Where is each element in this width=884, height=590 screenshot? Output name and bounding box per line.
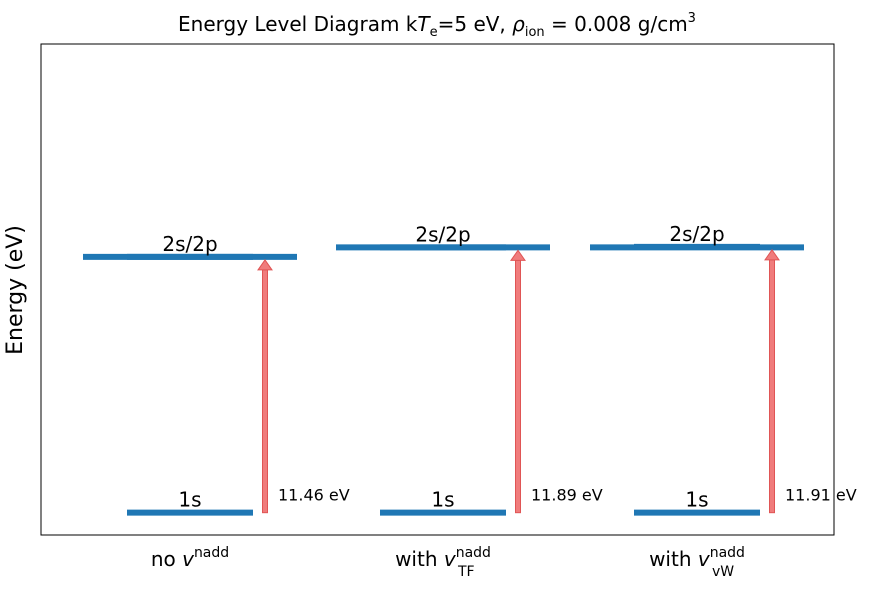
transition-arrow-shaft — [262, 269, 268, 514]
chart-marks: 1s 2s/2p 11.46 eV 1s 2s/2p 11.89 eV 1s 2s/2p 11.… — [83, 222, 857, 516]
chart-title: Energy Level Diagram kTe=5 eV, ρion = 0.… — [178, 11, 696, 40]
transition-energy-label: 11.46 eV — [278, 486, 350, 505]
level-label-2s2p: 2s/2p — [162, 232, 217, 256]
transition-energy-label: 11.91 eV — [785, 486, 857, 505]
x-tick-label-0: no vnadd — [151, 545, 229, 571]
transition-arrow-head — [510, 249, 526, 261]
x-tick-label-1: with vnadd TF — [395, 545, 491, 580]
transition-arrow-shaft — [515, 259, 521, 514]
transition-energy-label: 11.89 eV — [531, 486, 603, 505]
level-label-1s: 1s — [431, 488, 454, 512]
transition-arrow-head — [764, 249, 780, 261]
level-label-2s2p: 2s/2p — [669, 222, 724, 246]
transition-arrow-shaft — [769, 259, 775, 514]
level-label-1s: 1s — [685, 488, 708, 512]
y-axis-label: Energy (eV) — [3, 225, 28, 355]
level-label-1s: 1s — [178, 488, 201, 512]
transition-arrow-head — [257, 259, 273, 271]
level-label-2s2p: 2s/2p — [415, 222, 470, 246]
plot-frame — [40, 43, 835, 536]
x-tick-label-2: with vnadd vW — [649, 545, 745, 580]
x-tick-labels: no vnadd with vnadd TF with vnadd vW — [151, 545, 745, 580]
